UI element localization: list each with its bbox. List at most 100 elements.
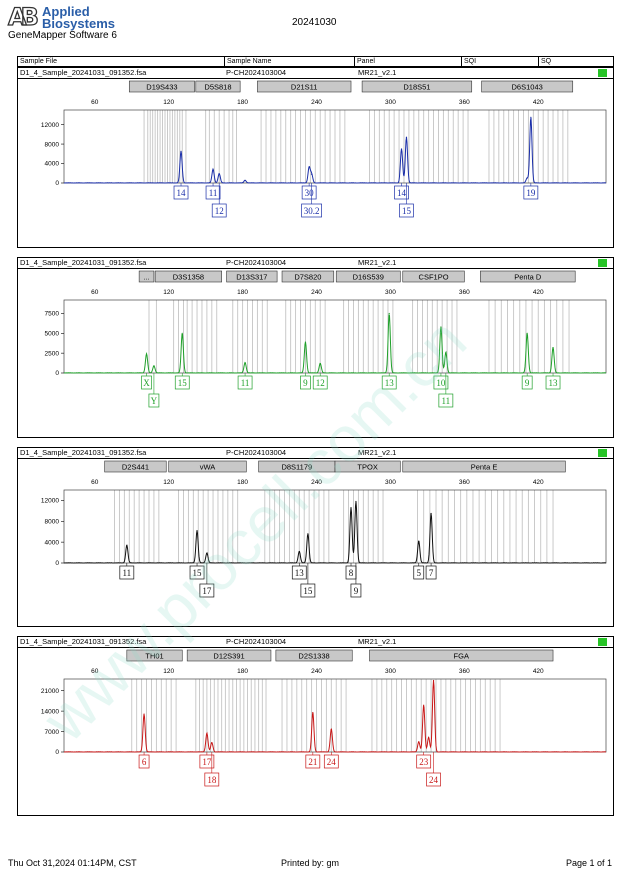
allele-call-box (438, 393, 454, 408)
peak-point (432, 679, 435, 682)
locus-label: D19S433 (146, 83, 177, 92)
sample-name: P-CH2024103004 (226, 258, 287, 267)
y-tick-label: 5000 (45, 331, 60, 338)
locus-box (480, 270, 576, 283)
peak-point (244, 179, 246, 181)
x-tick-label: 180 (237, 289, 248, 296)
locus-box (335, 270, 401, 283)
sample-file: D1_4_Sample_20241031_091352.fsa (20, 448, 147, 457)
y-tick-label: 0 (55, 180, 59, 187)
peak-point (308, 166, 310, 169)
locus-label: D5S818 (204, 83, 231, 92)
locus-label: D2S1338 (298, 652, 329, 661)
y-tick-label: 0 (55, 749, 59, 756)
peak-point (212, 168, 214, 170)
peak-point (355, 500, 357, 503)
locus-box (154, 270, 222, 283)
x-tick-label: 360 (459, 289, 470, 296)
x-tick-label: 300 (385, 99, 396, 106)
y-tick-label: 8000 (45, 518, 60, 525)
allele-call-box (433, 375, 449, 390)
sample-name: P-CH2024103004 (226, 68, 287, 77)
electropherogram-panel-black: D1_4_Sample_20241031_091352.fsa P-CH2024… (17, 447, 614, 627)
allele-call-box (305, 754, 321, 769)
signal-trace (63, 501, 607, 564)
x-tick-label: 420 (533, 668, 544, 675)
peak-point (526, 177, 528, 179)
electropherogram-black: D2S441 vWA D8S1179 TPOX Penta E 60 120 180 240 30… (41, 460, 607, 598)
panel-name: MR21_v2.1 (358, 68, 397, 77)
allele-call-box (413, 565, 425, 580)
y-tick-label: 0 (55, 370, 59, 377)
x-tick-label: 120 (163, 668, 174, 675)
peak-point (218, 173, 220, 175)
allele-call-label: 9 (525, 378, 530, 388)
locus-label: D3S1358 (173, 273, 204, 282)
allele-call-label: 12 (215, 206, 224, 216)
locus-label: ... (143, 273, 149, 282)
allele-call-label: 10 (436, 378, 446, 388)
allele-call-label: 15 (193, 568, 203, 578)
locus-label: D2S441 (122, 463, 149, 472)
footer-page-number: Page 1 of 1 (566, 858, 613, 868)
allele-call-label: 17 (202, 757, 212, 767)
locus-box (334, 460, 401, 473)
allele-call-box (545, 375, 561, 390)
allele-call-label: 12 (316, 378, 325, 388)
allele-call-box (237, 375, 253, 390)
x-tick-label: 360 (459, 99, 470, 106)
peak-point (440, 326, 442, 328)
locus-label: D16S539 (353, 273, 384, 282)
locus-box (168, 460, 247, 473)
locus-label: D18S51 (403, 83, 430, 92)
allele-call-label: 24 (327, 757, 337, 767)
panel-name: MR21_v2.1 (358, 448, 397, 457)
x-tick-label: 240 (311, 99, 322, 106)
locus-box (104, 460, 167, 473)
allele-call-label: 15 (303, 586, 313, 596)
allele-call-box (211, 203, 227, 218)
allele-call-label: 13 (385, 378, 395, 388)
locus-label: CSF1PO (419, 273, 449, 282)
allele-call-box (300, 583, 316, 598)
peak-point (143, 713, 145, 715)
allele-call-box (174, 375, 190, 390)
peak-point (196, 530, 198, 532)
allele-call-label: 30.2 (304, 206, 320, 216)
locus-label: D12S391 (213, 652, 244, 661)
allele-call-label: 13 (549, 378, 559, 388)
allele-call-box (399, 203, 414, 218)
col-sample-name: Sample Name (224, 57, 271, 66)
peak-point (330, 728, 332, 730)
allele-call-label: 6 (142, 757, 147, 767)
sample-file: D1_4_Sample_20241031_091352.fsa (20, 68, 147, 77)
peak-point (418, 741, 420, 743)
signal-trace (63, 117, 607, 184)
locus-label: D21S11 (291, 83, 318, 92)
allele-call-label: 8 (349, 568, 354, 578)
sample-row: D1_4_Sample_20241031_091352.fsa P-CH2024… (18, 637, 613, 648)
allele-call-label: 11 (209, 188, 218, 198)
logo-line-2: Biosystems (42, 16, 115, 31)
y-tick-label: 14000 (41, 708, 59, 715)
y-tick-label: 12000 (41, 498, 59, 505)
x-tick-label: 60 (91, 479, 99, 486)
panel-name: MR21_v2.1 (358, 637, 397, 646)
x-tick-label: 60 (91, 99, 99, 106)
x-tick-label: 420 (533, 99, 544, 106)
y-tick-label: 4000 (45, 161, 60, 168)
footer-timestamp: Thu Oct 31,2024 01:14PM, CST (8, 858, 137, 868)
allele-call-label: 17 (202, 586, 212, 596)
y-tick-label: 8000 (45, 141, 60, 148)
logo-line-1: Applied (42, 4, 90, 19)
allele-call-box (148, 393, 160, 408)
locus-label: D6S1043 (512, 83, 543, 92)
sq-indicator (598, 449, 607, 457)
allele-call-box (138, 754, 150, 769)
allele-call-label: 9 (354, 586, 359, 596)
y-tick-label: 2500 (45, 350, 60, 357)
allele-call-label: 7 (429, 568, 434, 578)
plot-frame (63, 489, 607, 564)
